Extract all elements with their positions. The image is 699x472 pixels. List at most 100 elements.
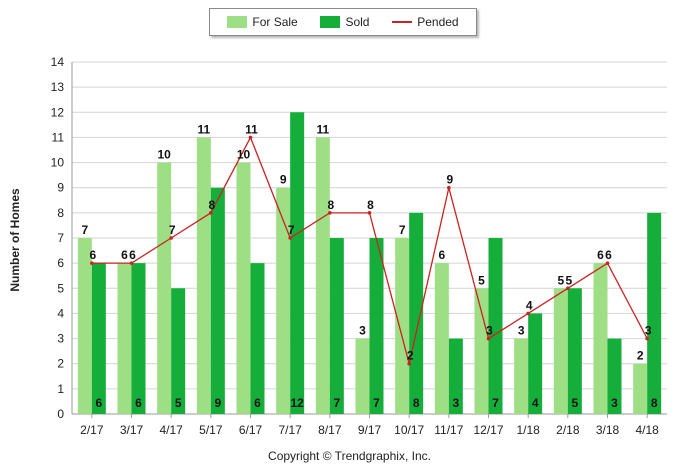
- x-tick-label: 3/18: [596, 423, 620, 437]
- bar-sold: [171, 288, 186, 414]
- bar-sold: [409, 212, 424, 414]
- bar-for-sale: [553, 288, 568, 414]
- bar-sold: [131, 263, 146, 414]
- y-tick-label: 7: [57, 231, 64, 245]
- x-tick-label: 8/17: [318, 423, 342, 437]
- label-pended: 5: [565, 273, 572, 287]
- label-sold: 7: [373, 396, 380, 410]
- bar-for-sale: [117, 263, 132, 414]
- label-pended: 7: [288, 223, 295, 237]
- x-tick-label: 10/17: [394, 423, 424, 437]
- pended-point: [367, 211, 372, 215]
- label-pended: 7: [169, 223, 176, 237]
- label-sold: 6: [95, 396, 102, 410]
- pended-point: [447, 185, 451, 190]
- bar-for-sale: [355, 338, 370, 414]
- x-tick-label: 2/18: [556, 423, 580, 437]
- pended-point: [526, 311, 530, 316]
- bar-sold: [329, 238, 344, 414]
- bar-for-sale: [434, 263, 449, 414]
- y-tick-label: 14: [51, 55, 65, 69]
- label-for-sale: 7: [81, 223, 88, 237]
- pended-point: [209, 211, 213, 215]
- pended-point: [407, 361, 411, 366]
- y-tick-label: 9: [57, 181, 64, 195]
- label-pended: 6: [89, 248, 96, 262]
- bar-sold: [369, 238, 384, 414]
- label-pended: 2: [407, 349, 414, 363]
- bar-sold: [210, 187, 225, 414]
- y-tick-label: 3: [57, 332, 64, 346]
- bar-for-sale: [236, 162, 251, 414]
- bar-for-sale: [276, 187, 291, 414]
- label-for-sale: 10: [237, 148, 251, 162]
- bar-for-sale: [196, 137, 211, 414]
- label-pended: 9: [446, 173, 453, 187]
- legend-label-pended: Pended: [417, 15, 459, 29]
- label-pended: 8: [208, 198, 215, 212]
- pended-point: [486, 336, 491, 341]
- legend-label-for-sale: For Sale: [252, 15, 298, 29]
- bar-for-sale: [633, 363, 648, 414]
- y-tick-label: 12: [51, 105, 65, 119]
- bar-sold: [290, 112, 305, 415]
- label-sold: 3: [452, 396, 459, 410]
- label-sold: 5: [571, 396, 578, 410]
- bar-sold: [647, 212, 662, 414]
- x-tick-label: 4/18: [635, 423, 659, 437]
- label-pended: 4: [526, 298, 533, 312]
- bar-for-sale: [315, 137, 330, 414]
- label-for-sale: 6: [597, 248, 604, 262]
- x-tick-label: 9/17: [358, 423, 382, 437]
- y-tick-label: 6: [57, 256, 64, 270]
- label-sold: 8: [413, 396, 420, 410]
- y-tick-label: 2: [57, 357, 64, 371]
- pended-point: [90, 261, 94, 265]
- pended-point: [645, 336, 649, 341]
- label-sold: 6: [254, 396, 261, 410]
- label-pended: 3: [645, 324, 652, 338]
- bar-for-sale: [474, 288, 489, 414]
- y-axis-label: Number of Homes: [8, 188, 22, 292]
- label-for-sale: 11: [316, 122, 329, 136]
- label-for-sale: 2: [637, 349, 644, 363]
- bar-sold: [448, 338, 463, 414]
- label-for-sale: 5: [478, 273, 485, 287]
- bar-sold: [567, 288, 582, 414]
- bar-for-sale: [157, 162, 172, 414]
- label-for-sale: 11: [197, 122, 210, 136]
- label-pended: 3: [486, 324, 493, 338]
- y-tick-label: 8: [57, 206, 64, 220]
- label-for-sale: 6: [121, 248, 128, 262]
- y-tick-label: 5: [57, 281, 64, 295]
- label-for-sale: 9: [280, 173, 287, 187]
- legend-item-pended: Pended: [392, 15, 459, 29]
- pended-point: [566, 286, 570, 291]
- bar-sold: [250, 263, 265, 414]
- pended-point: [288, 236, 292, 240]
- copyright: Copyright © Trendgraphix, Inc.: [268, 449, 431, 463]
- bar-sold: [488, 238, 503, 414]
- x-tick-label: 6/17: [239, 423, 263, 437]
- legend-item-sold: Sold: [320, 15, 369, 29]
- y-tick-label: 10: [51, 156, 65, 170]
- bar-for-sale: [77, 238, 92, 414]
- legend-label-sold: Sold: [345, 15, 370, 29]
- bar-for-sale: [593, 263, 608, 414]
- legend-swatch-sold: [320, 16, 341, 28]
- bar-sold: [91, 263, 106, 414]
- label-pended: 11: [245, 122, 258, 136]
- x-tick-label: 5/17: [199, 423, 223, 437]
- label-sold: 4: [532, 396, 539, 410]
- label-for-sale: 3: [359, 324, 366, 338]
- y-tick-label: 11: [52, 130, 65, 144]
- label-pended: 6: [605, 248, 612, 262]
- bar-for-sale: [514, 338, 529, 414]
- label-for-sale: 3: [518, 324, 525, 338]
- label-sold: 9: [214, 396, 221, 410]
- legend-item-for-sale: For Sale: [227, 15, 298, 29]
- x-tick-label: 11/17: [434, 423, 463, 437]
- bar-sold: [607, 338, 622, 414]
- bar-sold: [528, 313, 543, 414]
